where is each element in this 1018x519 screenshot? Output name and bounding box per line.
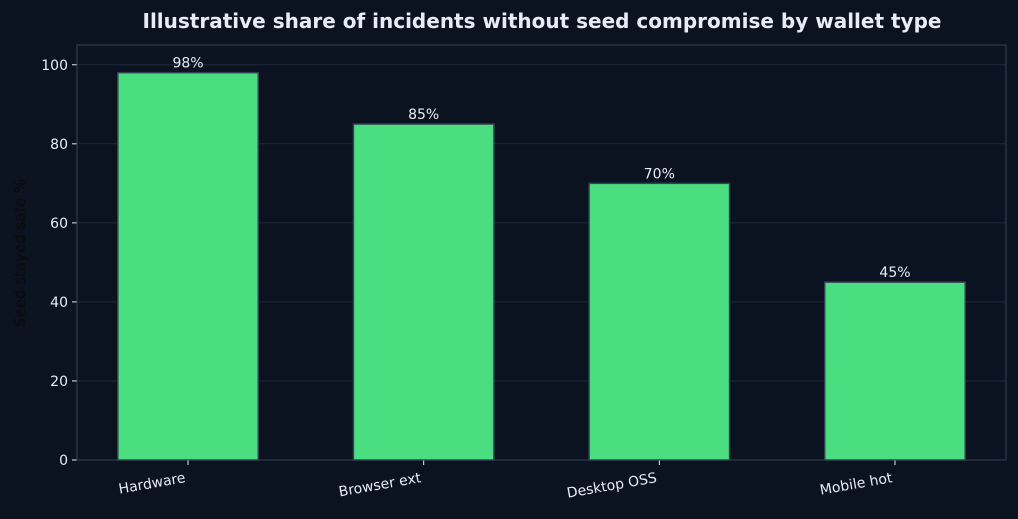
data-label: 45% [879, 265, 910, 281]
bar-desktop-oss [588, 182, 731, 461]
y-tick-label: 40 [50, 295, 68, 311]
bar-mobile-hot [823, 281, 966, 461]
y-axis-label: Seed stayed safe % [11, 179, 29, 327]
y-tick-label: 0 [59, 453, 68, 469]
data-label: 85% [408, 107, 439, 123]
y-tick-label: 100 [41, 58, 68, 74]
y-tick-label: 80 [50, 137, 68, 153]
y-tick-label: 20 [50, 374, 68, 390]
chart-title: Illustrative share of incidents without … [143, 9, 942, 33]
axes-frame [76, 44, 1007, 461]
data-label: 70% [644, 166, 675, 182]
y-tick-label: 60 [50, 216, 68, 232]
bar-hardware [117, 71, 260, 461]
bar-browser-ext [352, 123, 495, 461]
data-label: 98% [172, 56, 203, 72]
